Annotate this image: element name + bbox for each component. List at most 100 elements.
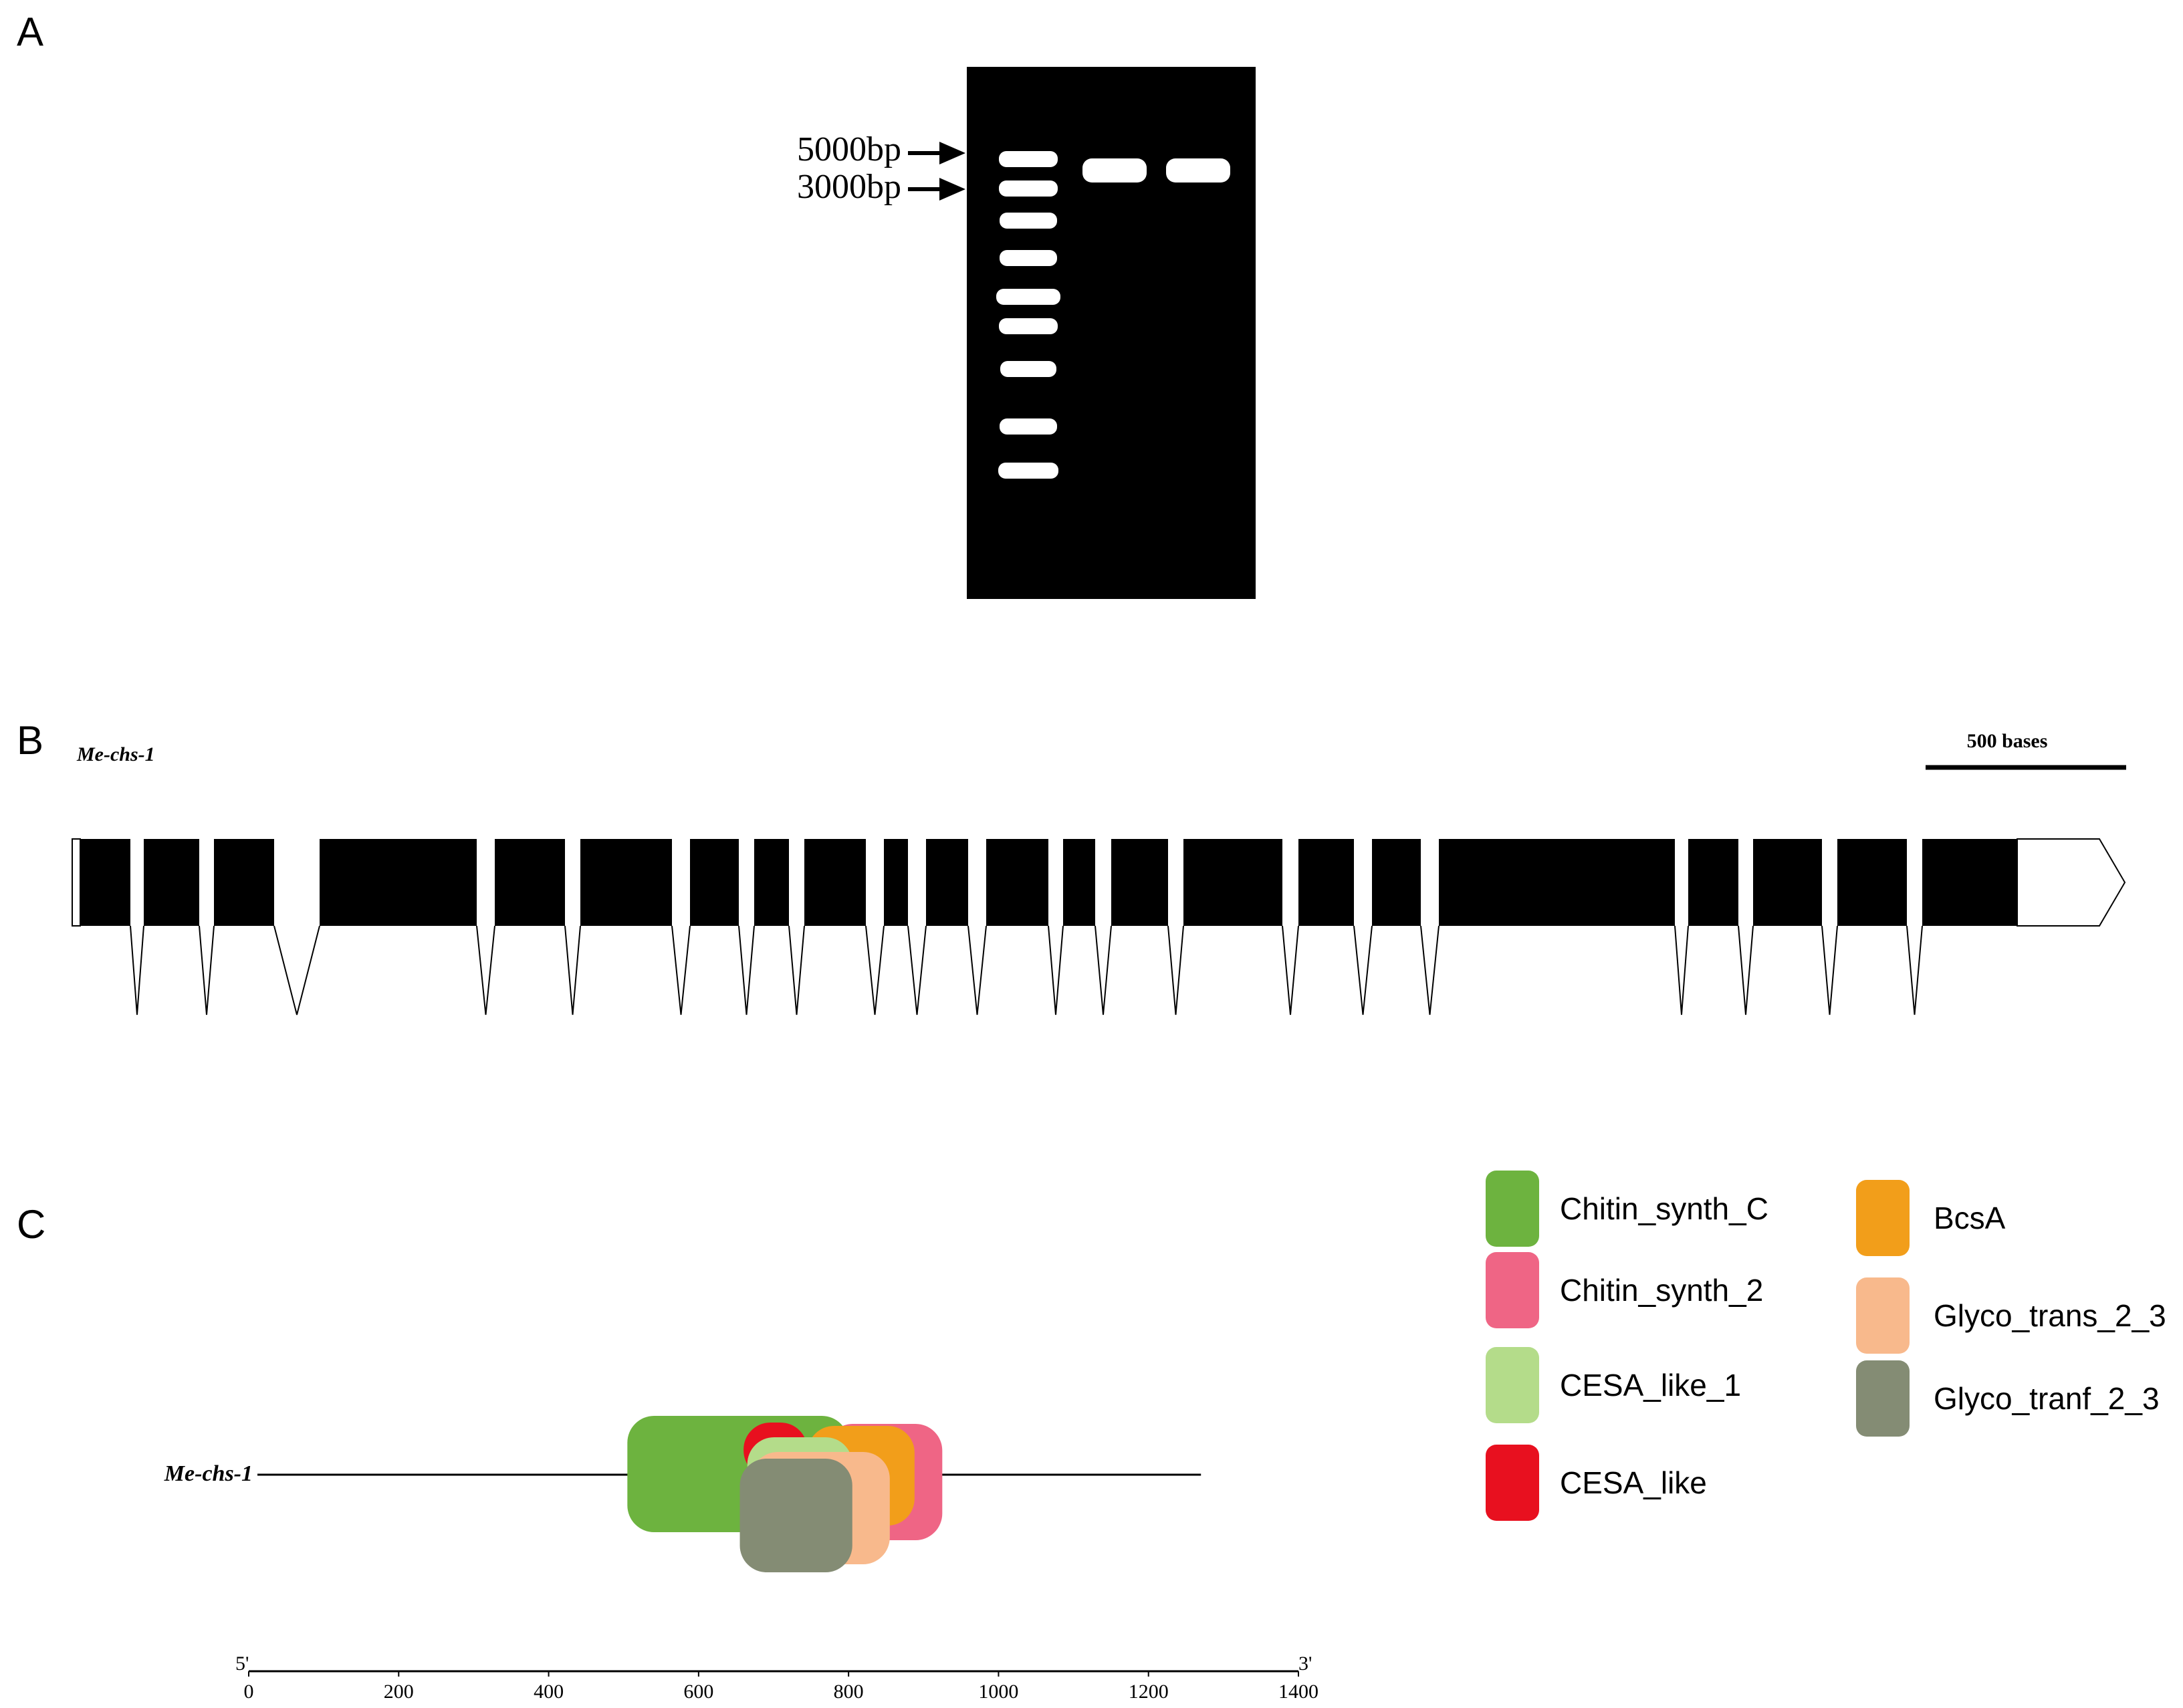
intron: [671, 925, 691, 1015]
legend-label: Glyco_tranf_2_3: [1934, 1381, 2160, 1416]
legend-label: Chitin_synth_2: [1560, 1273, 1763, 1308]
gene-model: [72, 838, 2126, 1015]
ladder-band: [999, 318, 1058, 334]
legend-item: CESA_like_1: [1486, 1347, 1741, 1423]
intron: [1167, 925, 1184, 1015]
intron: [476, 925, 495, 1015]
ladder-band: [1000, 361, 1056, 377]
exon: [690, 839, 739, 926]
intron: [199, 925, 215, 1015]
axis-tick-label: 1200: [1129, 1681, 1169, 1703]
axis-tick-label: 1400: [1278, 1681, 1318, 1703]
exon: [320, 839, 477, 926]
exon: [580, 839, 672, 926]
protein-name-label: Me-chs-1: [164, 1461, 253, 1486]
exon: [986, 839, 1048, 926]
legend-label: Glyco_trans_2_3: [1934, 1298, 2166, 1333]
legend-swatch: [1486, 1171, 1539, 1247]
intron: [564, 925, 581, 1015]
intron: [907, 925, 927, 1015]
exon: [1688, 839, 1738, 926]
marker-arrow-3000: [908, 178, 965, 201]
exons: [80, 839, 2017, 926]
intron: [1282, 925, 1299, 1015]
intron: [1095, 925, 1112, 1015]
intron: [1821, 925, 1838, 1015]
legend-item: Glyco_trans_2_3: [1856, 1277, 2166, 1354]
legend-swatch: [1856, 1180, 1910, 1256]
legend-swatch: [1486, 1252, 1539, 1328]
exon: [1922, 839, 2017, 926]
marker-label-3000: 3000bp: [797, 168, 901, 206]
axis-tick-label: 800: [834, 1681, 864, 1703]
intron: [273, 925, 320, 1015]
legend-swatch: [1486, 1347, 1539, 1423]
utr-3prime: [2017, 838, 2126, 927]
intron: [130, 925, 144, 1015]
legend-item: BcsA: [1856, 1180, 2006, 1256]
exon: [214, 839, 274, 926]
ladder-band: [996, 289, 1060, 305]
legend-item: Chitin_synth_2: [1486, 1252, 1763, 1328]
legend-label: CESA_like_1: [1560, 1368, 1741, 1402]
exon: [1837, 839, 1907, 926]
intron: [788, 925, 805, 1015]
axis-5prime-label: 5': [235, 1653, 249, 1675]
axis-tick-label: 600: [683, 1681, 713, 1703]
domain-legend: Chitin_synth_C Chitin_synth_2 CESA_like_1 C…: [1486, 1171, 2166, 1521]
legend-item: Glyco_tranf_2_3: [1856, 1360, 2160, 1437]
panel-label-c: C: [17, 1202, 45, 1247]
axis-ticks: 0 200 400 600 800 1000 1200 1400: [244, 1671, 1318, 1703]
gel-sample-lanes: [1082, 158, 1230, 182]
panel-label-a: A: [17, 9, 43, 54]
legend-swatch: [1486, 1445, 1539, 1521]
sample-band: [1082, 158, 1147, 182]
legend-label: CESA_like: [1560, 1465, 1707, 1500]
intron: [738, 925, 755, 1015]
gene-name-label: Me-chs-1: [76, 743, 155, 765]
ladder-band: [999, 151, 1058, 167]
legend-label: Chitin_synth_C: [1560, 1191, 1768, 1226]
axis-3prime-label: 3': [1298, 1653, 1312, 1675]
marker-label-5000: 5000bp: [797, 130, 901, 168]
axis-tick-label: 400: [534, 1681, 564, 1703]
exon: [804, 839, 866, 926]
intron: [1353, 925, 1373, 1015]
exon: [1753, 839, 1822, 926]
intron: [1420, 925, 1440, 1015]
sample-band: [1166, 158, 1230, 182]
exon: [884, 839, 908, 926]
intron: [1674, 925, 1689, 1015]
utr-5prime: [72, 838, 81, 927]
domain-boxes: [627, 1416, 943, 1572]
ladder-band: [1000, 213, 1057, 229]
ladder-band: [998, 463, 1058, 479]
intron: [1738, 925, 1754, 1015]
intron: [967, 925, 987, 1015]
exon: [1183, 839, 1282, 926]
intron: [865, 925, 885, 1015]
ladder-band: [999, 180, 1058, 197]
exon: [926, 839, 968, 926]
exon: [1298, 839, 1354, 926]
exon: [495, 839, 565, 926]
legend-item: Chitin_synth_C: [1486, 1171, 1768, 1247]
marker-arrow-5000: [908, 142, 965, 164]
panel-label-b: B: [17, 718, 43, 763]
axis-tick-label: 0: [244, 1681, 254, 1703]
intron: [1048, 925, 1064, 1015]
position-axis: 5' 3' 0 200 400 600 800 1000 1200 1400: [235, 1653, 1318, 1703]
introns: [130, 925, 1923, 1015]
ladder-band: [1000, 418, 1057, 435]
exon: [1439, 839, 1675, 926]
exon: [80, 839, 130, 926]
ladder-band: [1000, 250, 1057, 266]
legend-label: BcsA: [1934, 1201, 2006, 1235]
exon: [1111, 839, 1168, 926]
scale-bar-label: 500 bases: [1967, 730, 2048, 752]
axis-tick-label: 200: [384, 1681, 414, 1703]
axis-tick-label: 1000: [978, 1681, 1018, 1703]
exon: [754, 839, 789, 926]
legend-swatch: [1856, 1277, 1910, 1354]
